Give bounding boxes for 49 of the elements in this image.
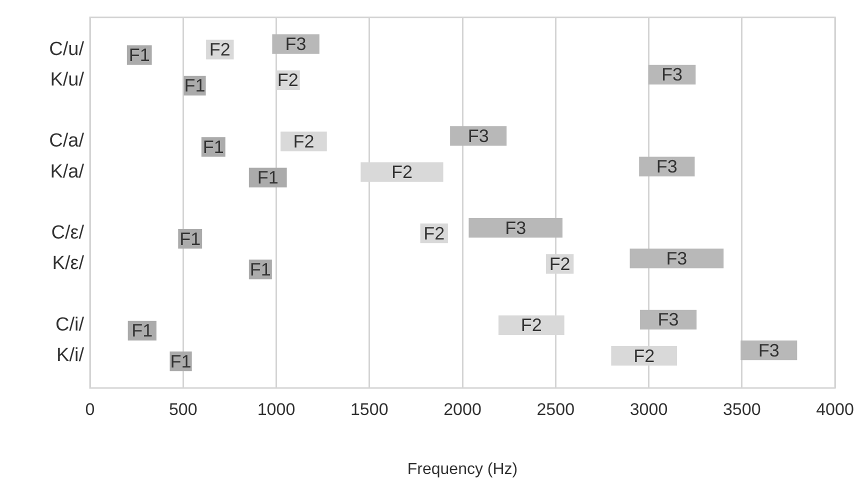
- bar: [630, 248, 724, 268]
- text: F2: [634, 346, 655, 366]
- y-tick-label: K/u/: [50, 69, 85, 90]
- bar: [468, 218, 562, 238]
- series-label: F3: [758, 340, 780, 360]
- x-tick-label: 500: [168, 400, 198, 419]
- bar: [280, 132, 327, 152]
- x-tick-label: 3500: [722, 400, 761, 419]
- series-label: F1: [170, 351, 192, 372]
- text: F3: [656, 156, 678, 177]
- text: F1: [184, 76, 206, 96]
- text: F3: [468, 126, 489, 146]
- x-tick-label: 0: [85, 400, 95, 419]
- text: F2: [209, 40, 230, 60]
- text: F1: [250, 259, 271, 280]
- text: F2: [277, 70, 298, 90]
- text: F3: [505, 218, 526, 238]
- x-tick-label: 1000: [257, 400, 296, 419]
- y-tick-label: K/ε/: [52, 253, 85, 274]
- text: F1: [257, 168, 278, 188]
- text: F1: [132, 320, 153, 341]
- bar: [272, 34, 320, 54]
- text: F3: [658, 310, 679, 330]
- y-tick-label: K/a/: [50, 161, 85, 182]
- bar: [450, 126, 507, 146]
- text: F1: [180, 228, 201, 249]
- y-tick-label: C/ε/: [51, 222, 85, 244]
- text: F2: [293, 131, 314, 152]
- text: F1: [128, 45, 150, 66]
- text: F1: [202, 136, 224, 157]
- x-tick-label: 4000: [816, 400, 854, 419]
- text: F3: [666, 248, 688, 268]
- x-tick-label: 2500: [536, 400, 575, 419]
- text: F3: [662, 64, 683, 85]
- x-axis-title: Frequency (Hz): [407, 460, 518, 478]
- text: F2: [549, 254, 570, 274]
- series-label: F2: [424, 223, 445, 244]
- y-tick-label: C/u/: [49, 38, 85, 60]
- y-tick-label: C/a/: [49, 130, 85, 152]
- x-tick-label: 2000: [444, 400, 482, 419]
- text: F2: [391, 162, 412, 182]
- bar: [640, 310, 697, 330]
- y-tick-label: C/i/: [56, 314, 85, 336]
- bar: [639, 156, 695, 176]
- text: F2: [520, 315, 542, 336]
- x-tick-label: 3000: [630, 400, 668, 419]
- y-tick-label: K/i/: [56, 345, 85, 366]
- x-tick-label: 1500: [350, 400, 388, 419]
- text: F3: [285, 34, 306, 54]
